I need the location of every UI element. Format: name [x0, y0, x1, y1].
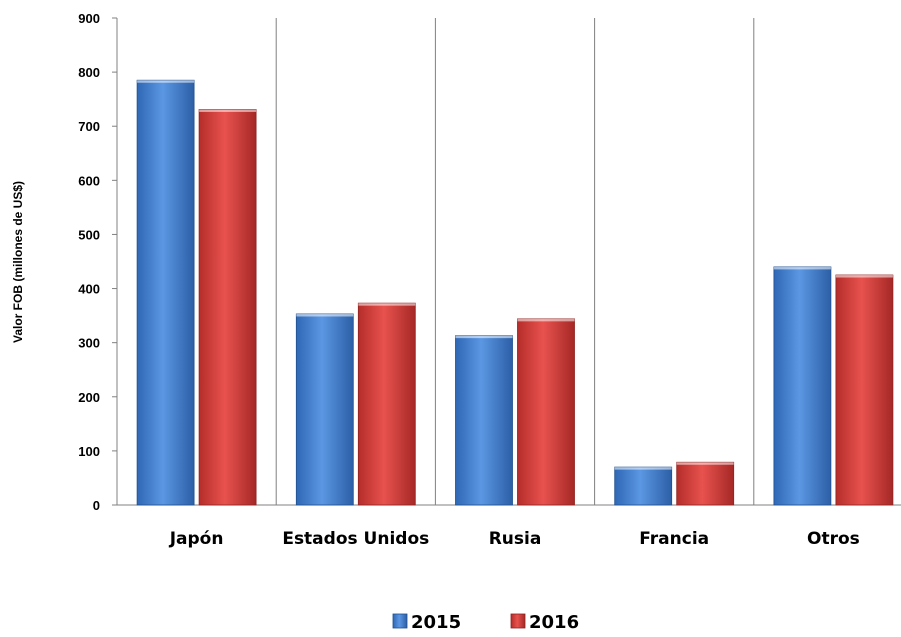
bar-2015-francia [614, 466, 673, 506]
bar-2016-otros [835, 274, 894, 506]
y-tick-label: 300 [78, 336, 100, 351]
y-tick-label: 900 [78, 11, 100, 26]
y-tick-label: 600 [78, 173, 100, 188]
x-tick-label: Estados Unidos [282, 529, 429, 549]
y-tick-label: 800 [78, 65, 100, 80]
y-tick-label: 700 [78, 119, 100, 134]
y-axis-label: Valor FOB (millones de US$) [11, 181, 25, 343]
legend-label-2016: 2016 [529, 612, 579, 633]
bar-highlight [455, 335, 513, 339]
bar-2016-estados-unidos [357, 302, 416, 506]
bar-highlight [676, 462, 734, 465]
legend-label-2015: 2015 [411, 612, 461, 633]
bar-2015-rusia [455, 335, 513, 506]
bar-2016-rusia [517, 318, 575, 506]
x-tick-label: Rusia [489, 529, 542, 549]
bar-highlight [358, 303, 416, 306]
bar-2015-japón [136, 79, 195, 506]
legend-swatch-2015 [392, 613, 408, 629]
bar-highlight [614, 467, 672, 470]
bar-highlight [517, 318, 575, 322]
x-tick-label: Otros [807, 529, 860, 549]
x-tick-label: Francia [639, 529, 709, 549]
x-tick-label: Japón [169, 529, 224, 549]
legend: 2015 2016 [392, 612, 579, 633]
bar-highlight [835, 275, 893, 278]
bar-2016-francia [676, 461, 735, 506]
bar-highlight [296, 313, 354, 317]
bar-highlight [773, 266, 831, 270]
y-tick-label: 100 [78, 444, 100, 459]
bar-2015-estados-unidos [295, 313, 354, 506]
bar-2016-japón [198, 109, 257, 506]
legend-swatch-2016 [510, 613, 526, 629]
y-tick-label: 0 [93, 498, 100, 513]
x-axis-ticks: Japón Estados Unidos Rusia Francia Otros [169, 529, 860, 549]
bar-highlight [199, 109, 257, 112]
bar-highlight [137, 80, 195, 83]
y-tick-label: 500 [78, 227, 100, 242]
bars [136, 79, 894, 506]
bar-2015-otros [773, 266, 832, 506]
y-axis-ticks: 0 100 200 300 400 500 600 700 800 900 [78, 11, 117, 513]
y-tick-label: 200 [78, 390, 100, 405]
y-tick-label: 400 [78, 282, 100, 297]
category-separators [275, 18, 755, 505]
